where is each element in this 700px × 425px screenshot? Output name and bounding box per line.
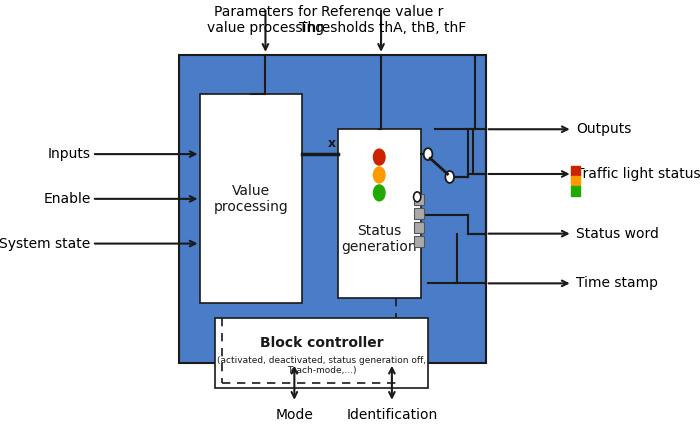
Bar	[414, 235, 424, 246]
Text: Mode: Mode	[275, 408, 314, 422]
Text: Block controller: Block controller	[260, 335, 384, 349]
Bar	[200, 94, 302, 303]
Bar	[414, 222, 424, 232]
Bar	[414, 194, 424, 205]
Text: Reference value r
Thresholds thA, thB, thF: Reference value r Thresholds thA, thB, t…	[299, 5, 466, 35]
Bar	[215, 318, 428, 388]
Text: Outputs: Outputs	[576, 122, 631, 136]
Text: (activated, deactivated, status generation off,
Teach-mode,...): (activated, deactivated, status generati…	[217, 356, 426, 375]
Text: Inputs: Inputs	[48, 147, 90, 161]
Text: Value
processing: Value processing	[214, 184, 288, 214]
Circle shape	[424, 148, 433, 160]
Text: Identification: Identification	[346, 408, 438, 422]
Circle shape	[445, 171, 454, 183]
Text: Enable: Enable	[43, 192, 90, 206]
Text: System state: System state	[0, 237, 90, 251]
Circle shape	[374, 185, 385, 201]
Text: Parameters for
value processing: Parameters for value processing	[207, 5, 324, 35]
Circle shape	[374, 149, 385, 165]
Circle shape	[414, 192, 421, 202]
Text: x: x	[328, 137, 336, 150]
Bar	[571, 166, 580, 176]
Text: Traffic light status: Traffic light status	[576, 167, 700, 181]
Bar	[414, 208, 424, 219]
Bar	[571, 176, 580, 186]
Circle shape	[374, 167, 385, 183]
Text: Status
generation: Status generation	[342, 224, 417, 254]
Text: Status word: Status word	[576, 227, 659, 241]
Bar	[178, 55, 486, 363]
Bar	[337, 129, 421, 298]
Text: Time stamp: Time stamp	[576, 276, 658, 290]
Bar	[571, 186, 580, 196]
